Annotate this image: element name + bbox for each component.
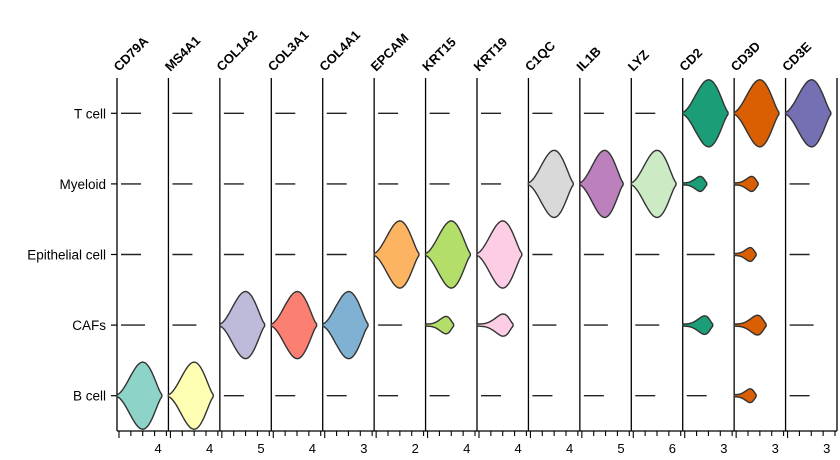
cell-type-label: CAFs — [72, 318, 106, 333]
violin-lyz-myeloid — [630, 149, 677, 219]
violin-cd2-cafs — [682, 315, 714, 336]
violin-krt15-cafs — [424, 315, 455, 335]
violin-cd3d-b-cell — [733, 388, 757, 404]
violin-epcam-epithelial-cell — [373, 220, 420, 289]
violin-cd3d-myeloid — [733, 175, 759, 193]
gene-label: MS4A1 — [162, 33, 203, 74]
gene-label: C1QC — [522, 38, 559, 75]
gene-label: CD3D — [728, 38, 764, 74]
cell-type-label: T cell — [74, 106, 106, 121]
x-tick-label: 3 — [772, 441, 779, 456]
gene-label: KRT19 — [471, 34, 511, 74]
violin-cd79a-b-cell — [116, 361, 163, 431]
x-tick-label: 4 — [309, 441, 316, 456]
gene-label: CD2 — [676, 45, 705, 74]
gene-label: EPCAM — [368, 30, 412, 74]
violin-cd2-t-cell — [682, 78, 729, 148]
gene-label: COL1A2 — [213, 27, 260, 74]
violin-col1a2-cafs — [219, 290, 266, 360]
x-tick-label: 6 — [669, 441, 676, 456]
violin-c1qc-myeloid — [527, 149, 574, 219]
gene-label: COL3A1 — [265, 27, 312, 74]
violin-krt19-epithelial-cell — [476, 220, 523, 289]
x-tick-label: 4 — [206, 441, 213, 456]
gene-label: IL1B — [573, 44, 604, 75]
gene-label: KRT15 — [419, 34, 459, 74]
violin-cd3e-t-cell — [784, 78, 832, 148]
violin-krt19-cafs — [476, 313, 514, 337]
violin-cd3d-cafs — [733, 314, 767, 336]
x-tick-label: 5 — [257, 441, 264, 456]
violin-cd3d-t-cell — [733, 78, 780, 148]
violin-ms4a1-b-cell — [167, 361, 214, 431]
violin-cd2-myeloid — [682, 175, 708, 193]
violin-krt15-epithelial-cell — [424, 220, 471, 289]
cell-type-label: Myeloid — [59, 177, 106, 192]
violin-col4a1-cafs — [322, 290, 369, 360]
cell-type-label: Epithelial cell — [27, 248, 106, 263]
x-tick-label: 3 — [360, 441, 367, 456]
x-tick-label: 5 — [617, 441, 624, 456]
gene-label: LYZ — [625, 47, 652, 74]
x-tick-label: 4 — [463, 441, 470, 456]
violin-il1b-myeloid — [579, 149, 624, 219]
x-tick-label: 4 — [515, 441, 522, 456]
violin-col3a1-cafs — [270, 290, 318, 360]
gene-label: CD79A — [111, 33, 152, 74]
panel-grid — [111, 78, 838, 438]
gene-label: COL4A1 — [316, 27, 363, 74]
x-tick-label: 4 — [566, 441, 573, 456]
x-tick-label: 3 — [823, 441, 830, 456]
gene-label: CD3E — [779, 39, 814, 74]
x-tick-label: 2 — [412, 441, 419, 456]
violin-cd3d-epithelial-cell — [733, 246, 757, 263]
violin-layer — [116, 78, 832, 431]
cell-type-label: B cell — [73, 389, 106, 404]
x-tick-label: 4 — [155, 441, 162, 456]
x-tick-label: 3 — [720, 441, 727, 456]
